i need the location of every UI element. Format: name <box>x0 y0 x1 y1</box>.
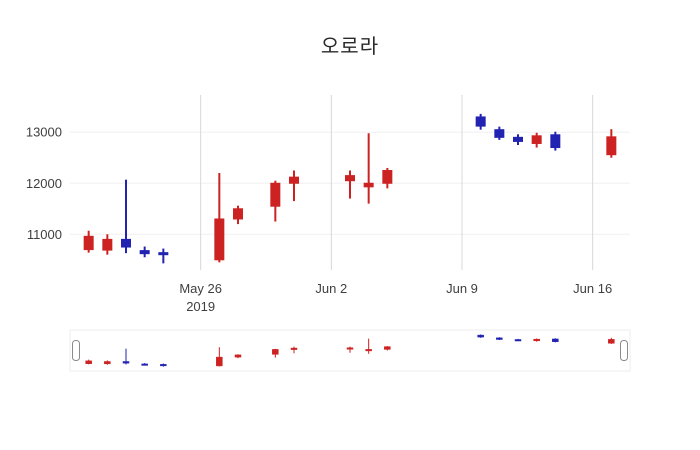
mini-candle <box>533 338 540 342</box>
mini-candle <box>384 346 391 351</box>
mini-candle <box>365 338 372 354</box>
rangeslider-mini-candlesticks <box>85 334 615 367</box>
candle-body <box>214 218 225 261</box>
mini-candle-body <box>496 337 503 340</box>
candle-increasing <box>83 230 94 253</box>
candle-body <box>494 129 505 138</box>
candle-increasing <box>606 129 617 158</box>
mini-candle <box>85 359 92 365</box>
candle-increasing <box>214 173 225 263</box>
mini-candle-body <box>552 338 559 342</box>
rangeslider-handles <box>72 340 628 361</box>
x-tick-sublabel: 2019 <box>186 299 215 314</box>
candle-body <box>363 182 374 188</box>
candle-body <box>345 175 355 182</box>
x-axis-tick-labels: May 26 2019 Jun 2 Jun 9 Jun 16 <box>179 281 612 314</box>
mini-candle <box>552 338 559 343</box>
mini-candle-body <box>216 356 223 367</box>
mini-candle <box>477 334 484 338</box>
mini-candle <box>104 360 111 365</box>
candle-body <box>531 135 542 144</box>
mini-candle <box>234 354 242 359</box>
candle-body <box>382 170 393 184</box>
mini-candle <box>160 363 167 367</box>
candle-body <box>102 238 113 251</box>
candle-body <box>289 176 299 184</box>
candle-body <box>550 134 561 149</box>
candle-body <box>158 252 169 256</box>
y-tick-label: 12000 <box>26 176 62 191</box>
mini-candle <box>141 363 148 366</box>
mini-candle-body <box>384 346 391 350</box>
candle-decreasing <box>139 246 150 258</box>
mini-candle <box>216 347 223 367</box>
mini-candle-body <box>234 354 242 358</box>
candle-decreasing <box>121 179 131 254</box>
mini-candle-body <box>141 363 148 366</box>
mini-candle-body <box>365 349 372 352</box>
candle-body <box>513 136 523 142</box>
mini-candle-body <box>514 339 522 342</box>
candle-increasing <box>382 167 393 189</box>
mini-candle-body <box>104 361 111 365</box>
candle-body <box>233 208 243 220</box>
candle-decreasing <box>550 131 561 151</box>
rangeslider-handle-right[interactable] <box>620 340 628 361</box>
candle-increasing <box>289 170 299 202</box>
x-tick-label: Jun 2 <box>315 281 347 296</box>
candle-decreasing <box>494 126 505 140</box>
candle-increasing <box>345 170 355 199</box>
x-tick-label: Jun 16 <box>573 281 612 296</box>
candle-body <box>270 182 281 207</box>
candle-body <box>475 116 486 127</box>
mini-candle <box>290 346 298 354</box>
rangeslider-handle-left[interactable] <box>72 340 80 361</box>
y-tick-label: 13000 <box>26 125 62 140</box>
mini-candle <box>346 346 354 353</box>
mini-candle <box>272 348 279 358</box>
mini-candle <box>122 348 130 365</box>
candle-decreasing <box>513 134 523 145</box>
candle-decreasing <box>158 248 169 264</box>
mini-candle <box>608 337 615 344</box>
y-tick-label: 11000 <box>27 227 62 242</box>
candle-increasing <box>270 180 281 222</box>
candlesticks <box>83 113 617 264</box>
vertical-gridlines <box>200 95 594 270</box>
candle-increasing <box>102 234 113 255</box>
candle-body <box>139 250 150 255</box>
mini-candle-body <box>160 364 167 367</box>
mini-candle-body <box>85 360 92 364</box>
mini-candle <box>514 338 522 342</box>
x-tick-label: May 26 <box>179 281 222 296</box>
mini-candle-body <box>346 347 354 350</box>
candle-body <box>606 136 617 156</box>
candle-increasing <box>233 205 243 225</box>
mini-candle <box>496 337 503 341</box>
mini-candle-body <box>533 338 540 342</box>
x-tick-label: Jun 9 <box>446 281 478 296</box>
mini-candle-body <box>477 334 484 338</box>
y-axis-tick-labels: 11000 12000 13000 <box>26 125 62 242</box>
candle-body <box>121 238 131 248</box>
candle-increasing <box>363 133 374 204</box>
mini-candle-body <box>290 347 298 350</box>
mini-candle-body <box>608 339 615 344</box>
candle-body <box>83 235 94 251</box>
candle-decreasing <box>475 113 486 130</box>
candle-increasing <box>531 132 542 148</box>
mini-candle-body <box>272 349 279 355</box>
mini-candle-body <box>122 361 130 364</box>
